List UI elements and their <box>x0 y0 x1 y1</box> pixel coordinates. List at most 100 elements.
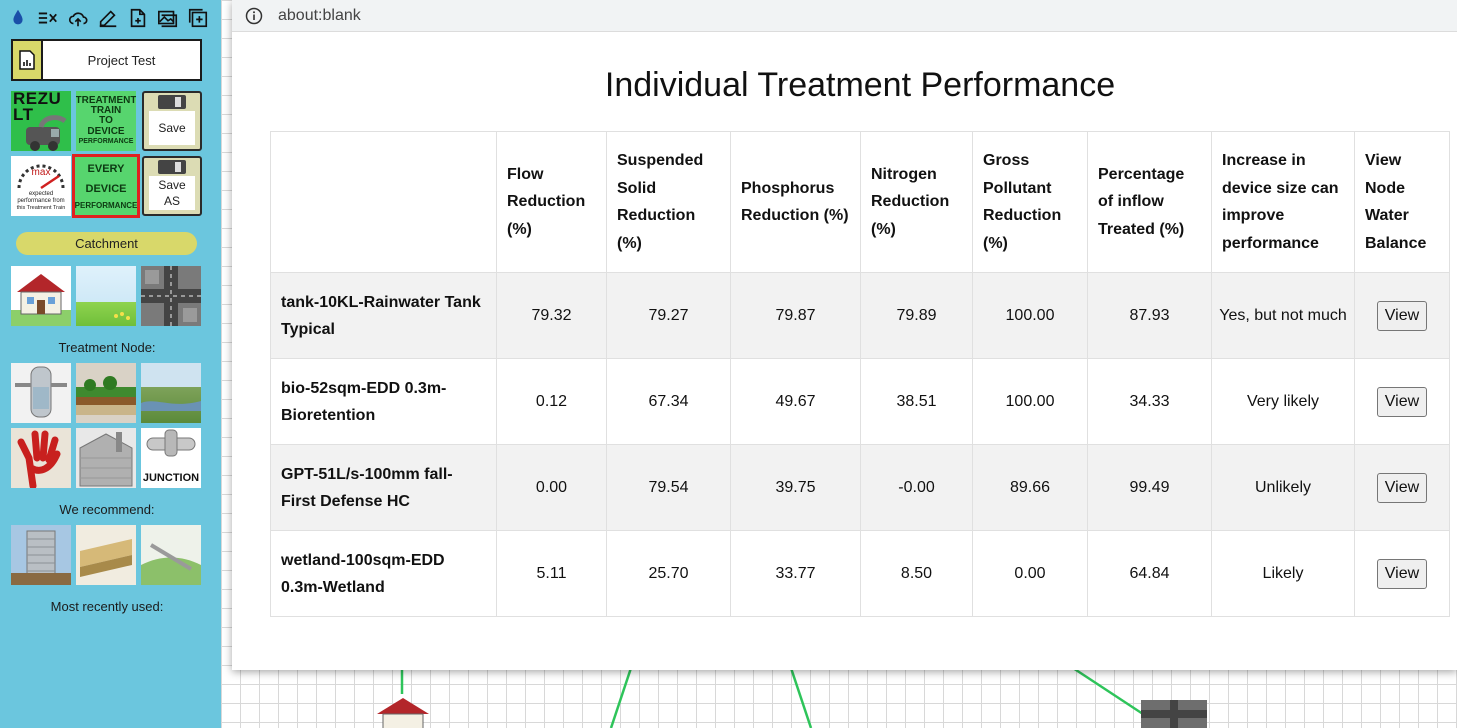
increase-size-advice: Likely <box>1211 530 1355 617</box>
treatment-hand-tile[interactable] <box>11 428 71 488</box>
table-row: GPT-51L/s-100mm fall-First Defense HC 0.… <box>270 444 1450 531</box>
save-label: Save <box>149 111 195 145</box>
canvas-node-road[interactable] <box>1141 700 1207 728</box>
nitrogen-reduction: 79.89 <box>860 272 973 359</box>
canvas-node-house[interactable] <box>371 692 435 728</box>
recent-label: Most recently used: <box>50 599 164 614</box>
flow-reduction: 0.00 <box>496 444 607 531</box>
new-file-icon[interactable] <box>124 5 151 31</box>
bioretention-icon <box>76 376 136 415</box>
recommend-swale-tile[interactable] <box>141 525 201 585</box>
green-roof-icon <box>80 539 132 577</box>
increase-size-advice: Very likely <box>1211 358 1355 445</box>
train-perf-line-4: DEVICE <box>87 125 125 137</box>
save-button[interactable]: Save <box>142 91 202 151</box>
train-performance-tile[interactable]: TREATMENT TRAIN TO DEVICE PERFORMANCE <box>76 91 136 151</box>
train-perf-line-3: TO <box>99 114 113 126</box>
every-device-line-3: PERFORMANCE <box>74 201 138 210</box>
treatment-junction-tile[interactable]: JUNCTION <box>141 428 201 488</box>
every-device-performance-tile[interactable]: EVERY DEVICE PERFORMANCE <box>72 154 140 218</box>
save-as-label: Save AS <box>149 176 195 210</box>
view-button[interactable]: View <box>1376 558 1428 589</box>
gross-pollutant-reduction: 100.00 <box>972 358 1088 445</box>
performance-popup: about:blank Individual Treatment Perform… <box>232 0 1457 670</box>
recommend-roof-tile[interactable] <box>76 525 136 585</box>
treatment-tank-tile[interactable] <box>11 363 71 423</box>
view-button[interactable]: View <box>1376 472 1428 503</box>
ss-reduction: 25.70 <box>606 530 731 617</box>
phosphorus-reduction: 33.77 <box>730 530 861 617</box>
rezult-tile[interactable]: REZU LT <box>11 91 71 151</box>
train-perf-line-2: TRAIN <box>90 104 122 116</box>
report-icon[interactable] <box>13 41 43 79</box>
train-perf-line-1: TREATMENT <box>76 94 136 106</box>
flow-reduction: 5.11 <box>496 530 607 617</box>
project-name[interactable]: Project Test <box>87 52 156 68</box>
floppy-icon <box>158 160 186 174</box>
header-name <box>270 131 497 273</box>
header-flow: Flow Reduction (%) <box>496 131 607 273</box>
gauge-text-1: expected <box>28 191 54 197</box>
swale-icon <box>141 543 201 585</box>
view-cell: View <box>1354 358 1450 445</box>
gauge-text-2: performance from <box>17 198 65 204</box>
gauge-icon <box>17 164 65 190</box>
table-row: tank-10KL-Rainwater Tank Typical 79.32 7… <box>270 272 1450 359</box>
page-title: Individual Treatment Performance <box>604 66 1116 104</box>
recommend-label: We recommend: <box>59 502 155 517</box>
road-icon <box>1141 700 1207 728</box>
info-icon[interactable] <box>244 6 264 26</box>
increase-size-advice: Yes, but not much <box>1211 272 1355 359</box>
floppy-icon <box>158 95 186 109</box>
junction-label: JUNCTION <box>142 472 200 484</box>
inflow-treated: 64.84 <box>1087 530 1212 617</box>
field-icon <box>114 312 130 320</box>
add-window-icon[interactable] <box>184 5 211 31</box>
treatment-bioretention-tile[interactable] <box>76 363 136 423</box>
catchment-field-tile[interactable] <box>76 266 136 326</box>
gross-pollutant-reduction: 89.66 <box>972 444 1088 531</box>
sidebar: Project Test REZU LT TREATMENT TRAIN TO … <box>0 0 221 728</box>
phosphorus-reduction: 49.67 <box>730 358 861 445</box>
catchment-pill[interactable]: Catchment <box>16 232 197 255</box>
url-text[interactable]: about:blank <box>278 6 361 24</box>
house-icon <box>377 698 429 728</box>
phosphorus-reduction: 79.87 <box>730 272 861 359</box>
device-name: GPT-51L/s-100mm fall-First Defense HC <box>270 444 497 531</box>
hand-icon <box>17 430 61 488</box>
treatment-building-tile[interactable] <box>76 428 136 488</box>
silo-icon <box>11 530 71 585</box>
save-as-button[interactable]: Save AS <box>142 156 202 216</box>
expected-performance-tile[interactable]: max expected performance from this Treat… <box>11 156 71 216</box>
project-box[interactable]: Project Test <box>11 39 202 81</box>
view-button[interactable]: View <box>1376 386 1428 417</box>
every-device-line-1: EVERY <box>87 163 125 175</box>
gauge-text-3: this Treatment Train <box>16 205 66 211</box>
nitrogen-reduction: 38.51 <box>860 358 973 445</box>
flow-reduction: 0.12 <box>496 358 607 445</box>
junction-pipe-icon <box>146 429 196 457</box>
list-clear-icon[interactable] <box>34 5 61 31</box>
every-device-line-2: DEVICE <box>85 183 127 195</box>
phosphorus-reduction: 39.75 <box>730 444 861 531</box>
wetland-icon <box>141 401 201 411</box>
recommend-silo-tile[interactable] <box>11 525 71 585</box>
gauge-max-label: max <box>31 167 51 178</box>
train-perf-line-5: PERFORMANCE <box>78 137 134 145</box>
edit-icon[interactable] <box>94 5 121 31</box>
flow-reduction: 79.32 <box>496 272 607 359</box>
header-view-balance: View Node Water Balance <box>1354 131 1450 273</box>
address-bar: about:blank <box>232 0 1457 32</box>
catchment-road-tile[interactable] <box>141 266 201 326</box>
cloud-upload-icon[interactable] <box>64 5 91 31</box>
building-icon <box>79 432 133 487</box>
water-drop-icon[interactable] <box>4 5 31 31</box>
view-button[interactable]: View <box>1376 300 1428 331</box>
catchment-house-tile[interactable] <box>11 266 71 326</box>
treatment-wetland-tile[interactable] <box>141 363 201 423</box>
header-inflow-treated: Percentage of inflow Treated (%) <box>1087 131 1212 273</box>
header-nitrogen: Nitrogen Reduction (%) <box>860 131 973 273</box>
image-icon[interactable] <box>154 5 181 31</box>
table-header-row: Flow Reduction (%) Suspended Solid Reduc… <box>270 131 1450 273</box>
inflow-treated: 99.49 <box>1087 444 1212 531</box>
